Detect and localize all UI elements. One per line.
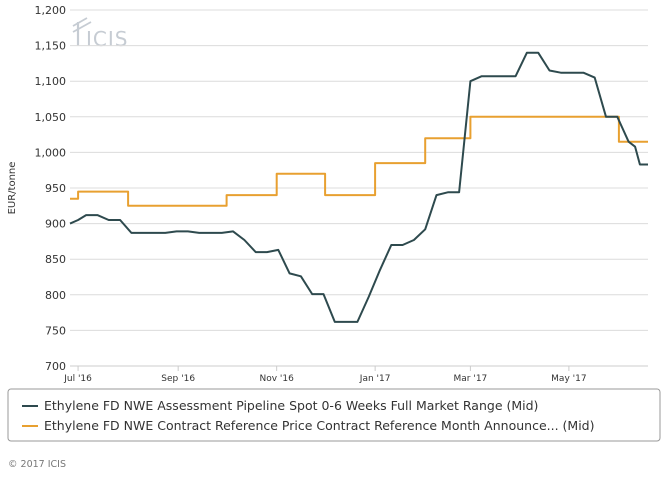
x-tick-label: May '17 [551, 374, 586, 384]
icis-logo: ICIS [72, 17, 128, 51]
icis-logo-mark-icon [72, 17, 92, 46]
y-tick-label: 1,150 [35, 40, 67, 53]
x-tick-label: Jul '16 [63, 374, 92, 384]
x-tick-label: Nov '16 [259, 374, 294, 384]
series-lines [69, 51, 648, 323]
legend: Ethylene FD NWE Assessment Pipeline Spot… [7, 388, 661, 442]
y-tick-label: 1,000 [35, 146, 67, 159]
y-tick-label: 900 [45, 218, 66, 231]
x-axis: Jul '16 Sep '16 Nov '16 Jan '17 Mar '17 May '… [63, 365, 648, 384]
y-tick-label: 800 [45, 289, 66, 302]
y-tick-label: 950 [45, 182, 66, 195]
logo-text: ICIS [86, 27, 128, 51]
y-tick-label: 700 [45, 360, 66, 373]
legend-label-contract: Ethylene FD NWE Contract Reference Price… [44, 418, 594, 433]
copyright-text: © 2017 ICIS [8, 459, 66, 470]
series-line-contract [70, 115, 648, 207]
y-axis-title: EUR/tonne [7, 162, 18, 215]
y-tick-label: 850 [45, 253, 66, 266]
legend-label-spot: Ethylene FD NWE Assessment Pipeline Spot… [44, 398, 538, 413]
y-tick-label: 1,050 [35, 111, 67, 124]
x-tick-label: Sep '16 [161, 374, 195, 384]
series-line-spot [69, 51, 648, 323]
x-tick-label: Mar '17 [454, 374, 488, 384]
grid-lines [70, 9, 648, 367]
y-tick-label: 1,200 [35, 4, 67, 17]
x-tick-label: Jan '17 [359, 374, 391, 384]
y-axis-ticks: 700 750 800 850 900 950 1,000 1,050 1,100 1,150 1,… [35, 4, 67, 373]
y-tick-label: 750 [45, 324, 66, 337]
y-tick-label: 1,100 [35, 75, 67, 88]
legend-box [7, 388, 661, 442]
